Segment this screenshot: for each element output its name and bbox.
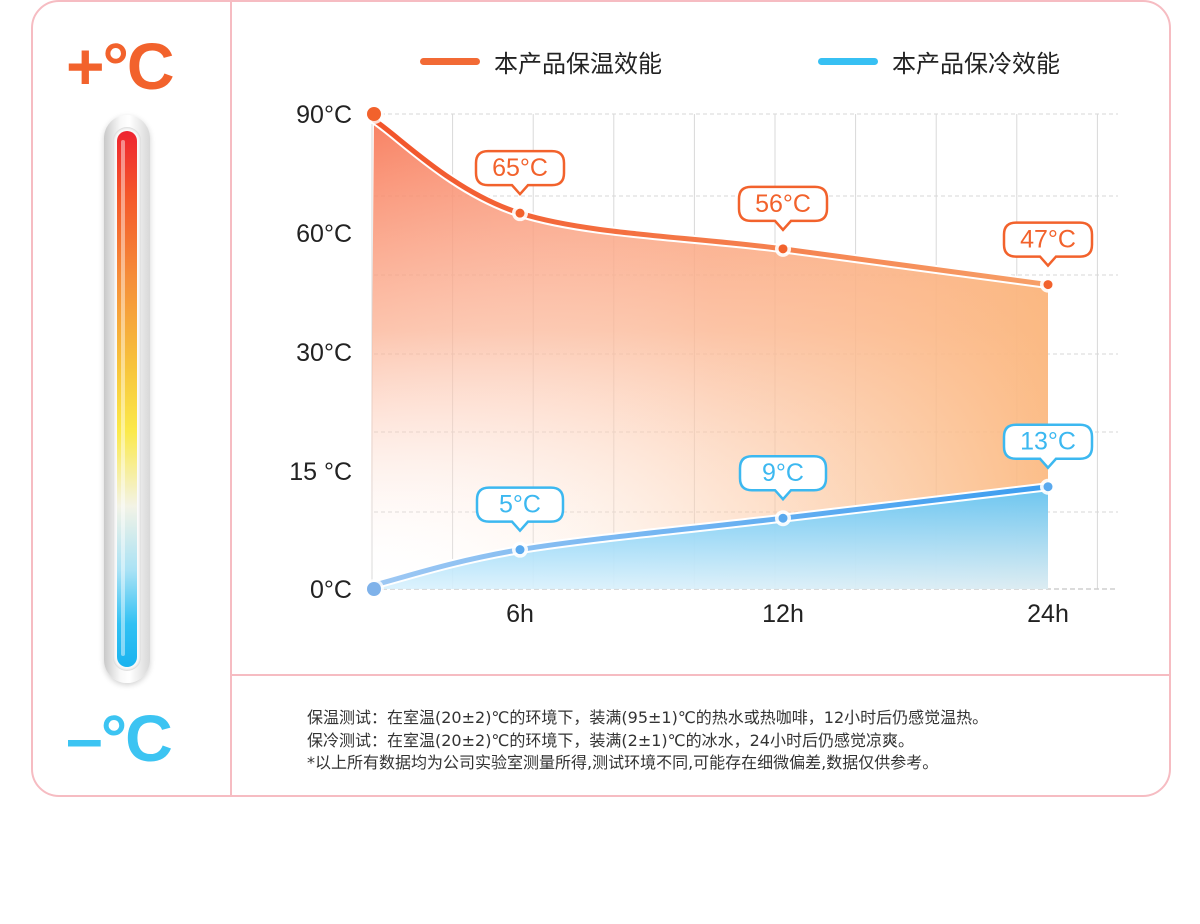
thermometer-gradient [117, 131, 137, 667]
y-tick-label: 60°C [296, 220, 352, 248]
cool-data-point [515, 545, 525, 555]
cool-data-point [778, 513, 788, 523]
warm-series-line [371, 117, 1051, 288]
legend-item-cool: 本产品保冷效能 [818, 44, 1060, 79]
cool-callout: 9°C [738, 454, 828, 502]
warm-callout: 65°C [474, 149, 566, 197]
disclaimer-note: *以上所有数据均为公司实验室测量所得,测试环境不同,可能存在细微偏差,数据仅供参… [307, 753, 939, 772]
warm-data-label: 65°C [492, 154, 548, 182]
cool-callout-bubble [475, 486, 565, 533]
legend-cool-swatch [818, 58, 878, 65]
warm-data-point [778, 244, 788, 254]
warm-callout: 47°C [1002, 221, 1094, 268]
cool-data-point [1043, 482, 1053, 492]
y-tick-label: 30°C [296, 339, 352, 367]
y-tick-label: 0°C [310, 576, 352, 604]
hot-temperature-label: +°C [66, 29, 175, 103]
cool-callout: 13°C [1002, 423, 1094, 470]
cold-temperature-label: –°C [66, 701, 173, 775]
warm-data-point [515, 208, 525, 218]
warm-callout: 56°C [737, 185, 829, 232]
x-tick-label: 24h [1027, 600, 1069, 628]
legend-item-warm: 本产品保温效能 [420, 44, 662, 79]
warm-data-point [1043, 280, 1053, 290]
warm-area-tint [370, 120, 1048, 589]
warm-data-label: 47°C [1020, 226, 1076, 254]
warm-test-note: 保温测试：在室温(20±2)℃的环境下，装满(95±1)℃的热水或热咖啡，12小… [307, 708, 989, 727]
cool-data-label: 5°C [499, 491, 541, 519]
cool-callout-bubble [738, 454, 828, 502]
cold-test-note: 保冷测试：在室温(20±2)℃的环境下，装满(2±1)℃的冰水，24小时后仍感觉… [307, 731, 914, 750]
cool-start-point [367, 582, 381, 596]
legend-warm-swatch [420, 58, 480, 65]
warm-data-label: 56°C [755, 190, 811, 218]
legend-warm-label: 本产品保温效能 [494, 50, 662, 78]
legend-cool-label: 本产品保冷效能 [892, 50, 1060, 78]
cool-data-label: 9°C [762, 459, 804, 487]
cool-area [370, 486, 1048, 589]
cool-data-label: 13°C [1020, 428, 1076, 456]
cool-callout: 5°C [475, 486, 565, 533]
cool-callout-bubble [1002, 423, 1094, 470]
warm-start-point [367, 107, 381, 121]
warm-callout-bubble [737, 185, 829, 232]
panel-vertical-divider [230, 0, 232, 797]
cool-series-line [371, 484, 1051, 588]
x-tick-label: 12h [762, 600, 804, 628]
thermometer-highlight [121, 140, 125, 656]
y-tick-label: 15 °C [289, 458, 352, 486]
panel-horizontal-divider [232, 674, 1171, 676]
x-tick-label: 6h [506, 600, 534, 628]
warm-callout-bubble [474, 149, 566, 197]
y-tick-label: 90°C [296, 101, 352, 129]
warm-callout-bubble [1002, 221, 1094, 268]
